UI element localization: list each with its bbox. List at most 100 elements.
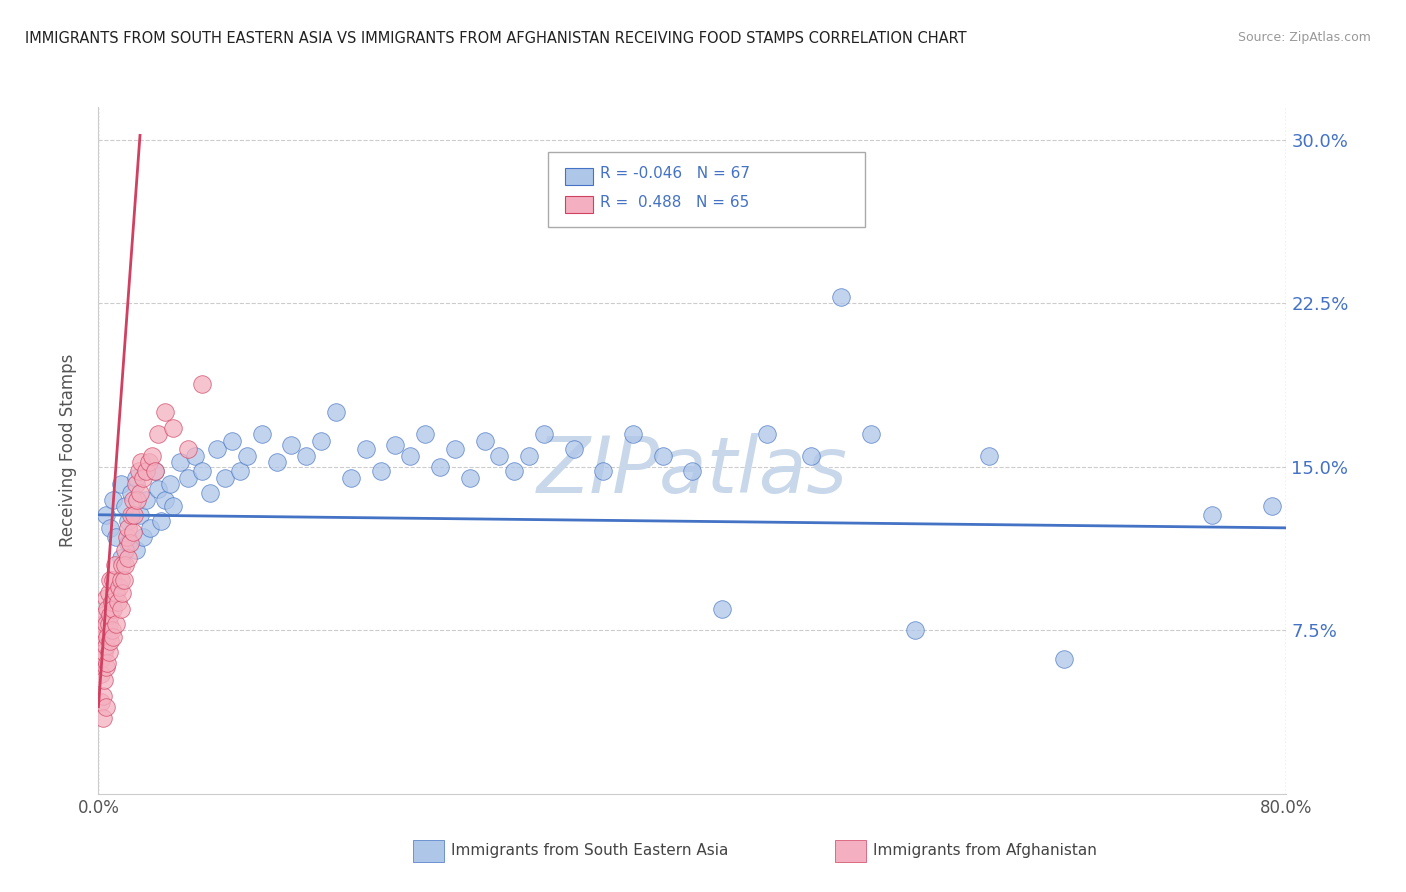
- Point: [139, 521, 162, 535]
- Point: [146, 427, 169, 442]
- Point: [98, 608, 121, 623]
- Point: [503, 464, 526, 478]
- Point: [114, 499, 136, 513]
- Point: [135, 492, 157, 507]
- Point: [93, 608, 115, 623]
- Point: [111, 558, 134, 572]
- Point: [146, 482, 169, 496]
- Point: [138, 455, 160, 469]
- Point: [91, 616, 114, 631]
- Point: [830, 290, 852, 304]
- Point: [413, 427, 436, 442]
- Point: [98, 573, 121, 587]
- Point: [94, 616, 117, 631]
- Point: [143, 464, 166, 478]
- Point: [117, 536, 139, 550]
- Point: [458, 471, 481, 485]
- Point: [621, 427, 644, 442]
- Point: [121, 525, 143, 540]
- Point: [105, 586, 128, 600]
- Y-axis label: Receiving Food Stamps: Receiving Food Stamps: [59, 354, 77, 547]
- Point: [93, 645, 115, 659]
- Point: [131, 455, 153, 469]
- Point: [114, 542, 136, 557]
- Point: [108, 580, 131, 594]
- Point: [562, 442, 585, 457]
- Point: [370, 464, 392, 478]
- Point: [162, 499, 184, 513]
- Point: [98, 521, 121, 535]
- Point: [1053, 651, 1076, 665]
- Point: [191, 376, 214, 391]
- Point: [97, 616, 120, 631]
- Text: R = -0.046   N = 67: R = -0.046 N = 67: [600, 167, 751, 181]
- Point: [124, 477, 146, 491]
- Point: [474, 434, 496, 448]
- Point: [169, 455, 191, 469]
- Point: [149, 514, 172, 528]
- Point: [340, 471, 363, 485]
- Text: Source: ZipAtlas.com: Source: ZipAtlas.com: [1237, 31, 1371, 45]
- Point: [101, 595, 124, 609]
- Point: [94, 591, 117, 605]
- Point: [155, 492, 177, 507]
- Point: [97, 586, 120, 600]
- Point: [755, 427, 778, 442]
- Point: [198, 486, 221, 500]
- Point: [280, 438, 302, 452]
- Point: [103, 601, 125, 615]
- Point: [132, 471, 155, 485]
- Point: [1201, 508, 1223, 522]
- Point: [90, 695, 112, 709]
- Point: [110, 573, 132, 587]
- Point: [354, 442, 377, 457]
- Point: [117, 514, 139, 528]
- Point: [98, 634, 121, 648]
- Point: [107, 595, 129, 609]
- Point: [94, 660, 117, 674]
- Point: [117, 551, 139, 566]
- Point: [111, 586, 134, 600]
- Point: [112, 573, 135, 587]
- Point: [191, 464, 214, 478]
- Point: [129, 508, 152, 522]
- Point: [155, 405, 177, 419]
- Point: [228, 464, 250, 478]
- Point: [205, 442, 228, 457]
- Point: [325, 405, 347, 419]
- Point: [214, 471, 236, 485]
- Point: [103, 630, 125, 644]
- Point: [443, 442, 465, 457]
- Point: [1260, 499, 1282, 513]
- Point: [141, 449, 163, 463]
- Point: [94, 699, 117, 714]
- Point: [309, 434, 332, 448]
- Text: Immigrants from Afghanistan: Immigrants from Afghanistan: [873, 844, 1097, 858]
- Point: [904, 624, 927, 638]
- Point: [97, 645, 120, 659]
- Point: [91, 710, 114, 724]
- Point: [105, 530, 128, 544]
- Point: [115, 530, 138, 544]
- Point: [132, 530, 155, 544]
- Point: [91, 689, 114, 703]
- Point: [93, 673, 115, 688]
- Point: [103, 573, 125, 587]
- Text: R =  0.488   N = 65: R = 0.488 N = 65: [600, 195, 749, 210]
- Point: [103, 492, 125, 507]
- Point: [120, 508, 142, 522]
- Point: [162, 420, 184, 434]
- Point: [236, 449, 259, 463]
- Point: [176, 442, 198, 457]
- Point: [96, 601, 118, 615]
- Point: [124, 542, 146, 557]
- Point: [118, 536, 141, 550]
- Point: [488, 449, 510, 463]
- Point: [711, 601, 734, 615]
- Point: [90, 667, 112, 681]
- Text: Immigrants from South Eastern Asia: Immigrants from South Eastern Asia: [451, 844, 728, 858]
- Point: [93, 624, 115, 638]
- Point: [94, 639, 117, 653]
- Point: [110, 601, 132, 615]
- Point: [266, 455, 288, 469]
